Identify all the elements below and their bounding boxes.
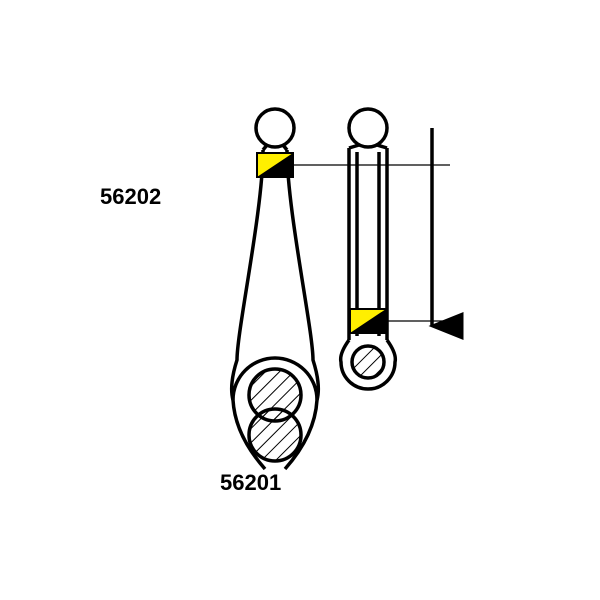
- diagram-svg: [0, 0, 600, 600]
- diagram-canvas: 56202 56201: [0, 0, 600, 600]
- guide-lines: [290, 165, 450, 321]
- marker-left: [257, 153, 293, 177]
- right-fork-part: [341, 109, 396, 389]
- marker-right-lower: [350, 309, 386, 333]
- markers: [257, 153, 386, 333]
- label-56201: 56201: [220, 470, 281, 496]
- label-56202: 56202: [100, 184, 161, 210]
